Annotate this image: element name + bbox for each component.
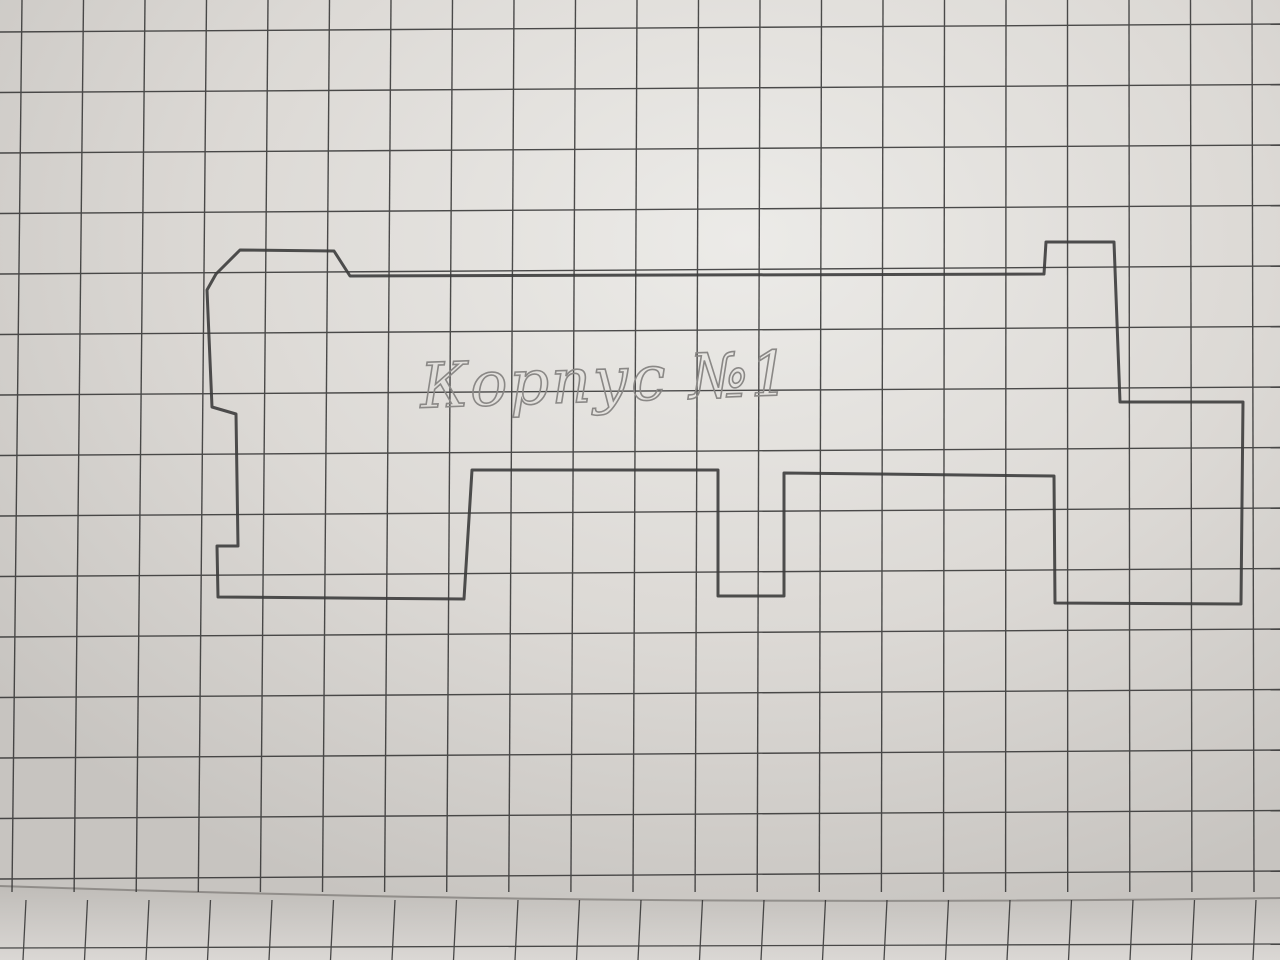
- grid-line-vertical: [818, 0, 823, 893]
- grid-line-vertical: [570, 0, 577, 893]
- grid-line-horizontal: [0, 265, 1280, 275]
- grid-line-vertical: [1129, 899, 1134, 960]
- grid-line-horizontal: [0, 83, 1280, 94]
- grid-line-horizontal: [0, 749, 1280, 759]
- grid-line-vertical: [637, 899, 642, 960]
- grid-line-horizontal: [0, 204, 1280, 215]
- pencil-outline: [205, 240, 1245, 606]
- grid-line-vertical: [11, 0, 23, 893]
- grid-line-vertical: [197, 0, 208, 893]
- grid-line-vertical: [1190, 899, 1196, 960]
- grid-line-vertical: [880, 0, 884, 893]
- grid-line-horizontal: [0, 870, 1280, 880]
- grid-line-vertical: [329, 899, 335, 960]
- grid-line-vertical: [1252, 899, 1257, 960]
- grid-line-vertical: [760, 899, 765, 960]
- grid-line-vertical: [1128, 0, 1131, 893]
- grid-line-horizontal: [0, 943, 1280, 949]
- grid-lines-lower-page: [0, 899, 1280, 960]
- grid-line-vertical: [942, 0, 946, 893]
- grid-line-vertical: [1189, 0, 1193, 893]
- sketch-caption: Корпус №1: [418, 337, 793, 423]
- grid-line-vertical: [1006, 899, 1011, 960]
- grid-line-vertical: [883, 899, 888, 960]
- grid-line-vertical: [268, 899, 273, 960]
- grid-line-vertical: [145, 899, 150, 960]
- grid-line-vertical: [821, 899, 827, 960]
- grid-line-vertical: [206, 899, 212, 960]
- grid-line-vertical: [73, 0, 85, 893]
- grid-line-vertical: [259, 0, 269, 893]
- grid-line-vertical: [391, 899, 396, 960]
- grid-line-horizontal: [0, 23, 1280, 33]
- grid-line-vertical: [1251, 0, 1255, 893]
- grid-line-horizontal: [0, 567, 1280, 578]
- grid-line-vertical: [383, 0, 392, 893]
- grid-line-vertical: [698, 899, 704, 960]
- grid-line-vertical: [446, 0, 454, 893]
- grid-line-vertical: [452, 899, 458, 960]
- grid-line-vertical: [575, 899, 581, 960]
- grid-line-vertical: [83, 899, 89, 960]
- grid-line-vertical: [944, 899, 950, 960]
- grid-line-vertical: [321, 0, 331, 893]
- grid-line-horizontal: [0, 809, 1280, 820]
- grid-line-horizontal: [0, 325, 1280, 336]
- grid-line-vertical: [135, 0, 146, 893]
- grid-line-vertical: [22, 899, 27, 960]
- grid-line-horizontal: [0, 144, 1280, 154]
- grid-line-horizontal: [0, 386, 1280, 396]
- grid-line-horizontal: [0, 507, 1280, 517]
- grid-lines: [0, 0, 1280, 893]
- grid-line-vertical: [1067, 899, 1073, 960]
- grid-line-horizontal: [0, 446, 1280, 457]
- grid-line-horizontal: [0, 688, 1280, 699]
- grid-line-horizontal: [0, 628, 1280, 638]
- grid-line-vertical: [508, 0, 515, 893]
- grid-line-vertical: [514, 899, 519, 960]
